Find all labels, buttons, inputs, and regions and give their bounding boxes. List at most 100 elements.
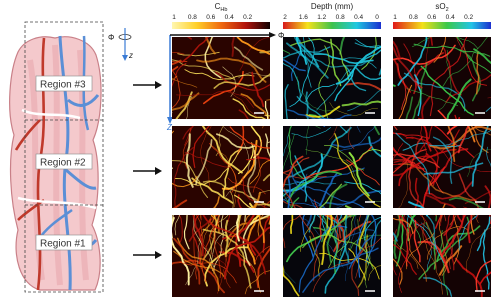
column-title: sO2 [435, 2, 448, 13]
vessel [283, 59, 306, 72]
image-panel [393, 126, 491, 208]
vessel [458, 173, 480, 208]
colorbar-tick: 1.6 [299, 14, 308, 21]
vessel [463, 37, 488, 86]
image-panel [283, 37, 381, 119]
vessel [393, 244, 417, 275]
vessel [473, 48, 491, 65]
vessel [358, 215, 370, 252]
vessel [213, 215, 224, 274]
vessel [393, 59, 412, 93]
vessel [347, 89, 381, 112]
vessel [179, 261, 237, 284]
z-label: z [128, 51, 133, 60]
vessel [408, 136, 425, 208]
vessel [438, 245, 463, 276]
vessel [457, 126, 470, 154]
vessel [446, 126, 458, 135]
vessel [238, 72, 270, 79]
vessel [237, 126, 245, 155]
vessel [182, 126, 195, 140]
vessel [215, 126, 224, 156]
vessel [425, 153, 438, 186]
vessel [305, 83, 335, 103]
vessel [345, 215, 356, 282]
title-sub: 2 [446, 7, 449, 13]
vessel [348, 233, 375, 270]
vessel [269, 231, 270, 234]
colorbar-tick: 0.2 [243, 14, 252, 21]
vessel [287, 178, 291, 208]
vessel [285, 42, 329, 79]
title-main: sO [435, 2, 445, 11]
vessel [420, 95, 431, 119]
vessel [224, 226, 270, 280]
vessel [410, 215, 421, 246]
vessel [342, 64, 367, 92]
vessel [252, 139, 262, 193]
column-title: CHb [215, 2, 228, 13]
vessel [213, 215, 221, 236]
vessel [485, 146, 491, 168]
vessel [286, 109, 352, 119]
rotation-icon: Φ z [108, 28, 133, 61]
vessel [289, 37, 315, 108]
vessel [172, 78, 198, 88]
vessel [449, 215, 467, 270]
vessel [283, 187, 296, 208]
vessel [360, 49, 381, 64]
vessel [406, 215, 409, 228]
vessel [471, 126, 489, 187]
vessel [441, 44, 462, 96]
vessel [334, 133, 381, 208]
vessel [394, 126, 433, 170]
vessel [298, 225, 348, 293]
vessel [286, 126, 352, 179]
vessel [250, 126, 263, 159]
vessel [321, 215, 333, 266]
colorbar-tick: 1 [393, 14, 397, 21]
vessel [328, 126, 338, 141]
vessel [247, 150, 257, 202]
vessel [405, 96, 414, 119]
vessel [333, 215, 338, 243]
vessel [201, 215, 220, 283]
vessel [264, 100, 269, 119]
vessel [257, 215, 264, 238]
vessel [344, 82, 381, 92]
vessel [412, 37, 479, 49]
vessel [217, 248, 233, 294]
vessel [393, 258, 403, 285]
vessel [193, 236, 198, 280]
vessel [464, 190, 491, 204]
vessel [355, 39, 381, 49]
vessel [398, 215, 412, 237]
title-main: Depth (mm) [311, 2, 354, 11]
title-main: C [215, 2, 221, 11]
vessel [402, 142, 462, 151]
vessel [184, 126, 194, 146]
vessel [348, 126, 355, 150]
vessel [212, 196, 220, 208]
vessel [210, 215, 220, 233]
vessel [295, 37, 308, 65]
vessel [176, 90, 254, 108]
vessel [406, 232, 435, 270]
vessel [467, 126, 476, 143]
vessel [364, 215, 377, 263]
vessel [205, 37, 216, 55]
image-panel [172, 37, 270, 119]
vessel [290, 215, 294, 235]
vessel [283, 153, 324, 192]
vessel [231, 37, 235, 57]
vessel [448, 197, 485, 208]
vessel [447, 126, 456, 163]
vessel [254, 245, 270, 263]
image-panels: CHb 1 0.8 0.6 0.4 0.2 Depth (mm) 2 1.6 1.2 0.8 0.4 0… [172, 2, 491, 297]
vessel [338, 126, 376, 152]
vessel [286, 170, 343, 203]
phi-label: Φ [108, 33, 114, 42]
vessel [222, 66, 237, 97]
vessel [393, 143, 404, 160]
colorbar-tick: 0.8 [409, 14, 418, 21]
